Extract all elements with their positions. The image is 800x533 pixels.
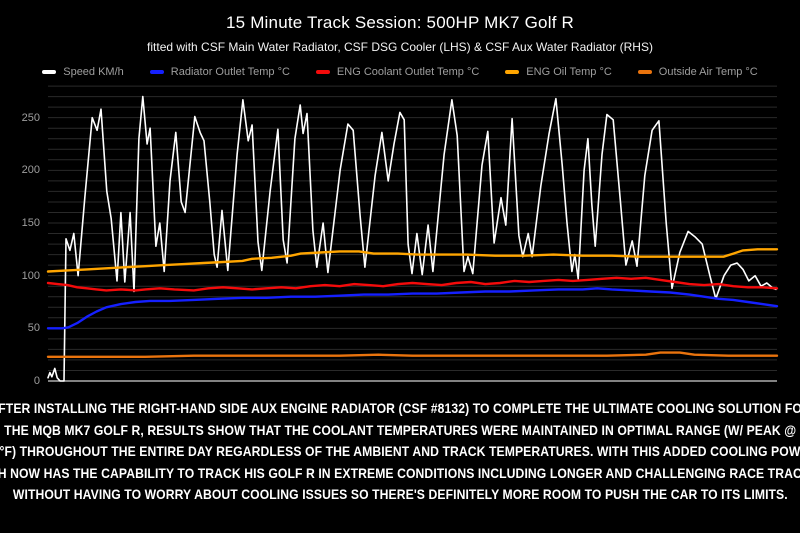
caption-line-4: ASH NOW HAS THE CAPABILITY TO TRACK HIS …: [0, 464, 800, 481]
series-line-4-outside-air-temp-c: [46, 351, 779, 358]
caption-text-block: AFTER INSTALLING THE RIGHT-HAND SIDE AUX…: [0, 398, 800, 506]
legend-swatch-icon: [505, 70, 520, 74]
legend-item-eng-oil-temp-c: ENG Oil Temp °C: [505, 66, 612, 78]
legend-swatch-icon: [637, 70, 652, 74]
legend-label: Outside Air Temp °C: [658, 66, 758, 78]
caption-line-1: AFTER INSTALLING THE RIGHT-HAND SIDE AUX…: [0, 400, 800, 416]
chart-title: 15 Minute Track Session: 500HP MK7 Golf …: [225, 13, 575, 32]
chart-legend: Speed KM/h Radiator Outlet Temp °C ENG Coo…: [0, 66, 800, 78]
y-tick-label-200: 200: [21, 164, 40, 177]
y-tick-label-100: 100: [21, 269, 40, 282]
legend-label: ENG Coolant Outlet Temp °C: [336, 66, 480, 78]
legend-item-speed-km-h: Speed KM/h: [42, 66, 124, 78]
y-tick-label-0: 0: [33, 375, 40, 387]
caption-line-3: 212°F) THROUGHOUT THE ENTIRE DAY REGARDL…: [0, 443, 800, 459]
legend-label: ENG Oil Temp °C: [526, 66, 612, 78]
legend-swatch-icon: [315, 70, 330, 74]
series-line-2-eng-coolant-outlet-temp-c: [46, 276, 779, 292]
chart-subtitle: fitted with CSF Main Water Radiator, CSF…: [147, 40, 653, 54]
legend-item-radiator-outlet-temp-c: Radiator Outlet Temp °C: [149, 66, 290, 78]
y-tick-label-50: 50: [27, 322, 40, 335]
series-line-3-eng-oil-temp-c: [46, 248, 779, 273]
legend-label: Radiator Outlet Temp °C: [170, 66, 290, 78]
caption-line-5: WITHOUT HAVING TO WORRY ABOUT COOLING IS…: [12, 486, 788, 502]
y-tick-label-150: 150: [21, 217, 40, 229]
legend-swatch-icon: [149, 70, 164, 74]
y-tick-label-250: 250: [21, 111, 40, 124]
legend-swatch-icon: [42, 70, 57, 74]
legend-item-eng-coolant-outlet-temp-c: ENG Coolant Outlet Temp °C: [315, 66, 480, 78]
series-line-1-radiator-outlet-temp-c: [46, 287, 779, 330]
legend-label: Speed KM/h: [63, 66, 124, 78]
caption-line-2: THE MQB MK7 GOLF R, RESULTS SHOW THAT TH…: [3, 421, 797, 438]
series-line-0-speed-km-h: [47, 95, 777, 382]
legend-item-outside-air-temp-c: Outside Air Temp °C: [637, 66, 758, 78]
